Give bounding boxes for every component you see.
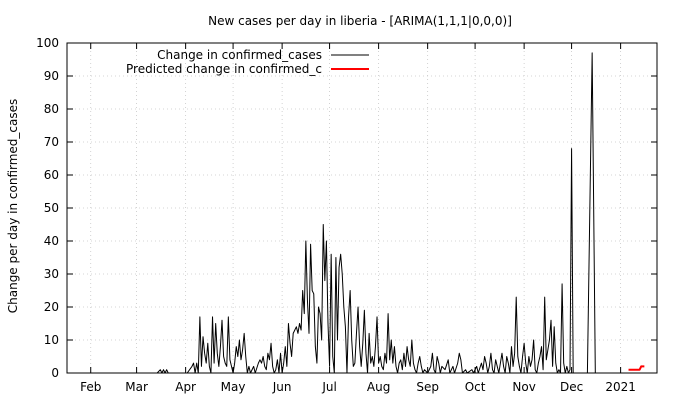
y-tick-label: 100 [36,36,59,50]
y-tick-label: 90 [44,69,59,83]
x-tick-label: May [221,380,246,394]
y-axis: 0 10 20 30 40 50 60 70 80 90 100 [36,36,657,380]
x-tick-label: Dec [560,380,583,394]
x-tick-label: Jul [321,380,336,394]
x-tick-label: Sep [416,380,439,394]
plot-frame [66,42,658,374]
x-tick-label: Apr [175,380,196,394]
x-tick-label: Jun [272,380,292,394]
y-tick-label: 40 [44,234,59,248]
plot-area [67,52,657,374]
x-tick-label: Nov [512,380,535,394]
y-tick-label: 80 [44,102,59,116]
y-tick-label: 70 [44,135,59,149]
legend-label-2: Predicted change in confirmed_c [126,62,322,76]
y-tick-label: 0 [51,366,59,380]
y-tick-label: 20 [44,300,59,314]
chart-title: New cases per day in liberia - [ARIMA(1,… [208,14,512,28]
x-tick-label: Mar [125,380,148,394]
x-tick-label: Feb [80,380,101,394]
y-tick-label: 30 [44,267,59,281]
y-tick-label: 10 [44,333,59,347]
y-tick-label: 50 [44,201,59,215]
x-tick-label: 2021 [605,380,636,394]
x-tick-label: Oct [465,380,486,394]
series-line-1 [67,52,657,374]
series-line-2 [628,365,645,371]
y-axis-label: Change per day in confirmed_cases [6,99,20,314]
legend-label-1: Change in confirmed_cases [157,48,322,62]
y-tick-label: 60 [44,168,59,182]
x-tick-label: Aug [367,380,390,394]
grid [67,43,657,373]
x-axis: Feb Mar Apr May Jun Jul Aug Sep Oct Nov Dec 2021 [80,43,636,394]
